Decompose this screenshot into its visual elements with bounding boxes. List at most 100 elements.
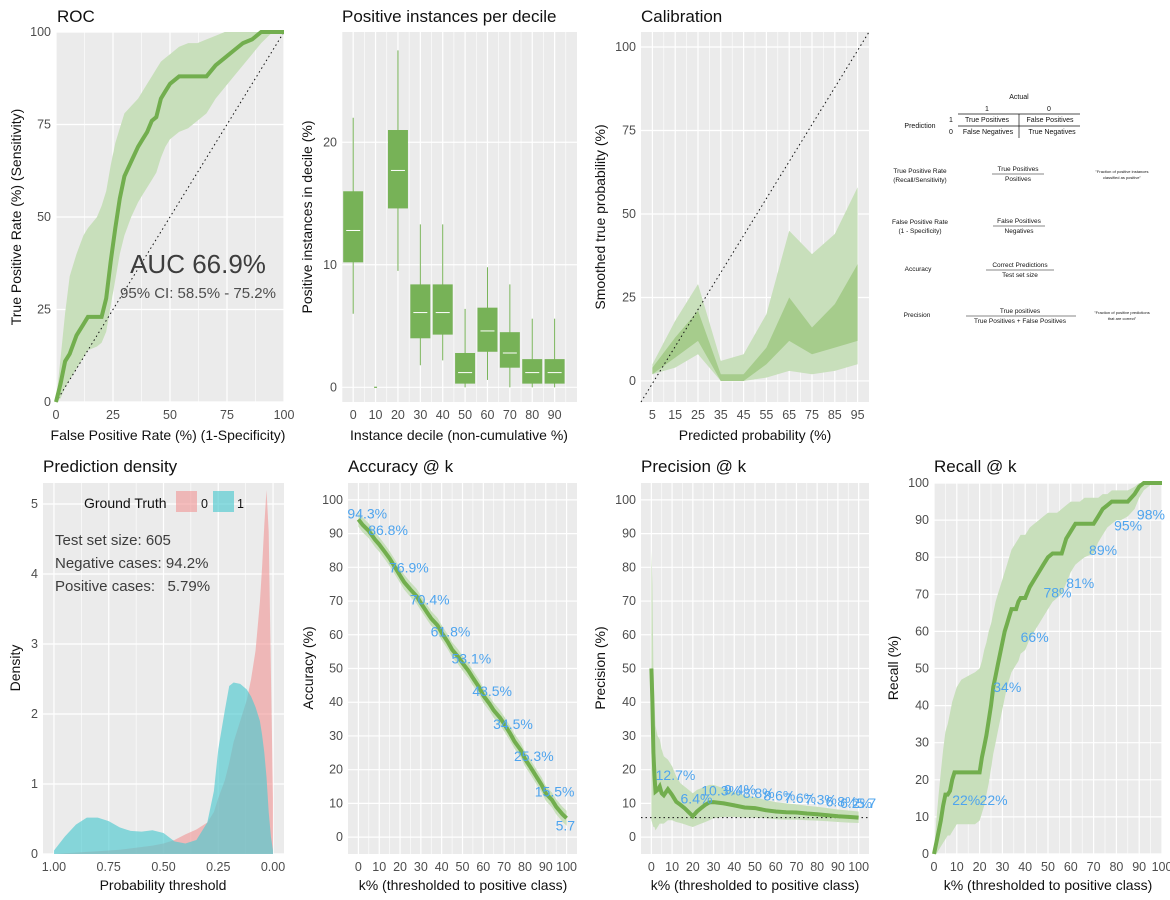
accuracy-x-tick: 50 [456,860,470,874]
roc-ticks: 0 25 50 75 100 0 25 50 75 100 [30,25,294,422]
auc-text: AUC 66.9% [130,249,266,279]
accuracy-x-tick: 40 [435,860,449,874]
table-row-1: 1 [949,117,953,124]
recall-y-tick: 50 [915,662,929,676]
decile-box [522,359,543,384]
precision-y-tick: 0 [629,830,636,844]
precision-x-tick: 70 [790,860,804,874]
table-fp: False Positives [1026,117,1074,124]
recall-y-tick: 20 [915,773,929,787]
precision-plot: Precision @ k 0 10 20 30 40 50 60 70 80 90 1000102… [592,457,876,893]
calibration-x-tick: 75 [805,408,819,422]
decile-box [477,307,498,352]
decile-box [387,130,408,209]
table-prediction: Prediction [904,123,935,130]
decile-y-tick: 0 [330,380,337,394]
accuracy-x-tick: 20 [393,860,407,874]
precision-y-tick: 70 [622,594,636,608]
accuracy-y-tick: 100 [322,493,343,507]
density-x-label: Probability threshold [100,877,227,893]
recall-y-tick: 60 [915,624,929,638]
roc-x-tick: 25 [106,408,120,422]
table-col-1: 1 [985,106,989,113]
accuracy-plot: Accuracy @ k 0 10 20 30 40 50 60 70 80 90 10001020… [300,457,577,893]
density-y-label: Density [7,645,23,692]
calibration-plot: Calibration 5 15 25 35 45 55 65 75 85 95 0 25 50 75 10… [592,7,870,443]
recall-x-tick: 70 [1087,860,1101,874]
recall-x-tick: 40 [1018,860,1032,874]
legend-title: Ground Truth [84,495,167,511]
decile-x-tick: 30 [413,408,427,422]
roc-y-tick: 100 [30,25,51,39]
recall-y-tick: 10 [915,810,929,824]
table-fn: False Negatives [963,129,1014,136]
precision-x-tick: 50 [748,860,762,874]
density-ticks: 1.00 0.75 0.50 0.25 0.00 0 1 2 3 4 5 [31,497,285,874]
accuracy-y-tick: 30 [329,729,343,743]
recall-labels: 22% 22% 34% 66% 78%81% 89% 95%98% [952,507,1165,809]
precision-numerator: True positives [1000,308,1041,315]
accuracy-y-tick: 80 [329,560,343,574]
accuracy-x-tick: 0 [355,860,362,874]
accuracy-data-label: 86.8% [368,522,408,538]
precision-y-label: Precision (%) [592,626,608,709]
table-col-0: 0 [1047,106,1051,113]
density-x-tick: 0.75 [97,860,121,874]
recall-curve [932,481,1162,855]
recall-data-label: 95% [1114,518,1142,534]
calibration-x-tick: 65 [782,408,796,422]
roc-x-tick: 0 [53,408,60,422]
recall-y-tick: 90 [915,513,929,527]
accuracy-y-tick: 70 [329,594,343,608]
precision-data-label: 8.8% [743,785,775,801]
precision-data-label: 6.4% [681,791,713,807]
recall-x-tick: 0 [931,860,938,874]
roc-y-tick: 25 [37,303,51,317]
roc-y-tick: 75 [37,118,51,132]
decile-box [343,191,364,263]
legend-swatch-1 [213,491,234,512]
precision-y-tick: 50 [622,662,636,676]
accuracy-x-tick: 60 [476,860,490,874]
accuracy-data-label: 76.9% [389,559,429,575]
recall-data-label: 22% [952,792,980,808]
decile-x-tick: 90 [548,408,562,422]
precision-y-tick: 20 [622,763,636,777]
accuracy-ticks: 0 10 20 30 40 50 60 70 80 90 100010203040506070809… [322,493,577,874]
density-y-tick: 3 [31,637,38,651]
decile-x-tick: 40 [436,408,450,422]
calibration-x-tick: 85 [828,408,842,422]
calibration-ticks: 5 15 25 35 45 55 65 75 85 95 0 25 50 75 100 [615,40,864,422]
fpr-label-1: False Positive Rate [892,219,948,226]
accuracy-data-label: 15.5% [535,783,575,799]
precision-data-label: 6.2% [840,795,872,811]
recall-data-label: 34% [993,679,1021,695]
decile-x-tick: 70 [503,408,517,422]
table-row-0: 0 [949,129,953,136]
precision-denominator: True Positives + False Positives [974,318,1067,325]
roc-x-tick: 100 [274,408,295,422]
accuracy-data-label: 94.3% [347,505,387,521]
recall-x-tick: 10 [950,860,964,874]
precision-x-tick: 100 [848,860,869,874]
decile-x-tick: 50 [458,408,472,422]
calibration-y-tick: 50 [622,207,636,221]
decile-title: Positive instances per decile [342,7,557,26]
calibration-x-tick: 55 [759,408,773,422]
accuracy-x-label: k% (thresholded to positive class) [359,877,568,893]
decile-box [410,284,431,339]
roc-x-tick: 75 [220,408,234,422]
recall-x-tick: 30 [995,860,1009,874]
roc-x-tick: 50 [163,408,177,422]
accuracy-denominator: Test set size [1002,272,1038,279]
recall-y-tick: 100 [908,476,929,490]
tpr-note-1: "Fraction of positive instances [1096,169,1149,174]
recall-data-label: 98% [1137,507,1165,523]
decile-x-tick: 60 [481,408,495,422]
precision-data-label: 10.3% [701,782,741,798]
recall-y-tick: 0 [922,847,929,861]
accuracy-y-tick: 40 [329,695,343,709]
calibration-y-label: Smoothed true probability (%) [592,124,608,309]
roc-y-tick: 50 [37,210,51,224]
